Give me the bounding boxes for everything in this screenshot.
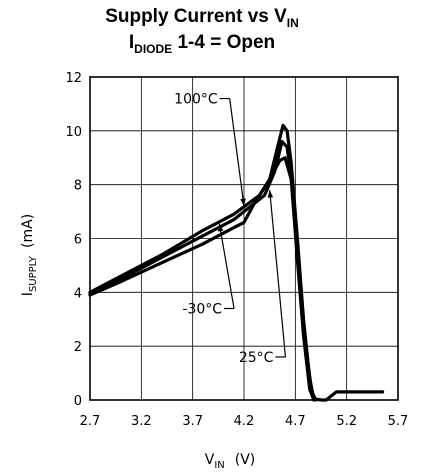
chart-title: Supply Current vs VIN [105,6,299,30]
annotation-arrow [269,189,287,357]
series-line-minus30c [88,156,316,402]
x-tick-label: 3.7 [182,414,203,429]
y-axis-label: ISUPPLY(mA) [20,214,39,296]
annotation-label: -30°C [182,301,222,317]
annotation-label: 25°C [239,350,274,366]
x-tick-label: 4.2 [234,414,255,429]
x-tick-label: 4.7 [285,414,306,429]
y-tick-label: 6 [74,233,82,248]
series-lines [88,123,385,402]
y-tick-label: 12 [65,71,82,86]
y-tick-label: 4 [74,286,82,301]
series-line-100c [88,123,385,402]
annotation-arrow [229,98,245,207]
annotation-arrow [218,223,235,309]
plot-frame [89,76,399,401]
grid-lines [90,77,398,400]
annotation-label: 100°C [174,92,218,108]
series-line-25c [88,140,318,402]
chart-subtitle: IDIODE 1-4 = Open [129,32,275,56]
annotations: 100°C -30°C 25°C [174,92,287,366]
x-axis-label: VIN (V) [205,452,256,471]
y-tick-label: 2 [74,340,82,355]
arrow-head [217,223,224,232]
x-tick-label: 2.7 [80,414,101,429]
x-tick-label: 5.7 [388,414,409,429]
y-tick-label: 10 [65,125,82,140]
tick-labels: 2.7 3.2 3.7 4.2 4.7 5.2 5.7 0 2 4 6 8 10 12 [65,71,408,429]
arrow-head [240,198,246,207]
y-tick-label: 0 [74,394,82,409]
x-tick-label: 3.2 [131,414,152,429]
y-tick-label: 8 [74,179,82,194]
arrow-head [267,190,274,198]
x-tick-label: 5.2 [336,414,357,429]
